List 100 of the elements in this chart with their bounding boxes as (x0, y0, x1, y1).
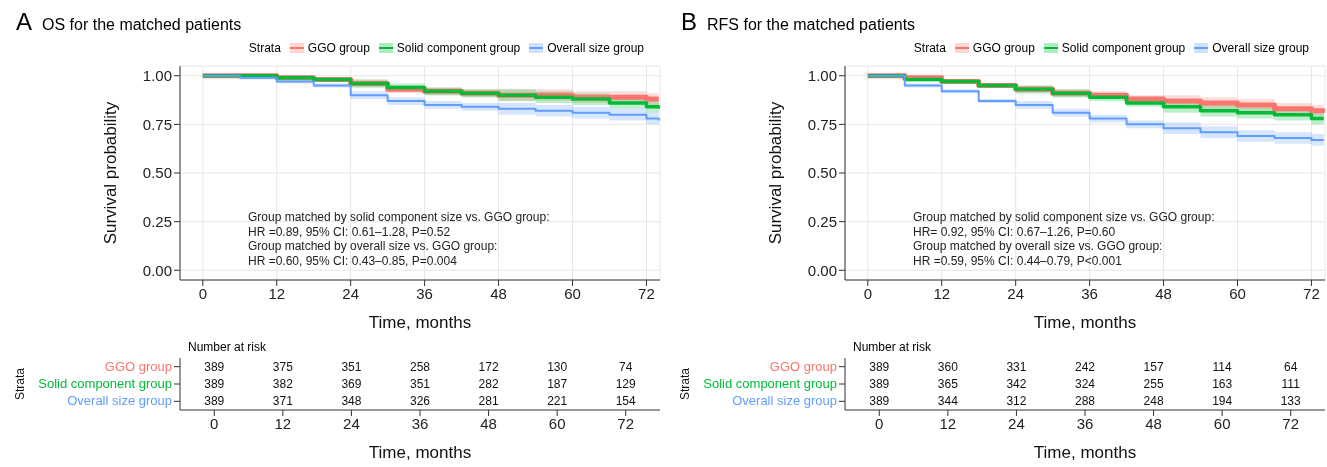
data-label: 74 (619, 359, 633, 374)
annotation: HR =0.60, 95% CI: 0.43–0.85, P=0.004 (248, 253, 458, 268)
annotation: HR =0.59, 95% CI: 0.44–0.79, P<0.001 (913, 253, 1123, 268)
legend-label: Solid component group (395, 41, 521, 55)
annotation: Group matched by overall size vs. GGO group: (248, 239, 499, 254)
x-tick-label: 36 (411, 414, 429, 432)
data-label: 288 (1074, 394, 1096, 409)
y-tick-label: 0.50 (142, 164, 172, 182)
data-label: 348 (341, 394, 362, 409)
y-axis-title: Survival probability (766, 101, 786, 245)
data-label: 365 (937, 377, 959, 391)
y-axis-title: Survival probability (101, 101, 121, 245)
x-axis-title: Time, months (368, 313, 472, 332)
y-axis-title: Strata (13, 367, 28, 401)
chart-title: OS for the matched patients (42, 16, 242, 34)
legend-label: GGO group (971, 41, 1035, 55)
data-label: 389 (204, 394, 225, 409)
data-label: 133 (1280, 394, 1302, 409)
x-tick-label: 60 (1229, 284, 1246, 302)
annotation: Group matched by solid component size vs. GGO group: (913, 210, 1215, 225)
x-tick-label: 36 (1076, 414, 1094, 432)
x-tick-label: 24 (1008, 414, 1025, 432)
legend-title: Strata (248, 41, 281, 55)
data-label: 172 (478, 359, 499, 374)
x-tick-label: 48 (480, 414, 497, 432)
data-label: 331 (1006, 359, 1027, 374)
x-tick-label: 0 (875, 414, 884, 432)
data-label: 382 (272, 377, 294, 391)
data-label: 389 (869, 359, 890, 374)
data-label: 351 (341, 359, 362, 374)
data-label: 360 (937, 359, 959, 374)
data-label: 282 (478, 377, 499, 391)
y-tick-label: 0.25 (142, 212, 172, 230)
data-label: 111 (1281, 377, 1301, 391)
data-label: 64 (1284, 359, 1298, 374)
data-label: 130 (547, 359, 568, 374)
data-label: 351 (409, 377, 431, 391)
y-tick-label: 0.75 (142, 115, 172, 133)
y-tick-label: 1.00 (807, 67, 837, 85)
x-tick-label: 48 (1145, 414, 1162, 432)
data-label: 389 (869, 394, 890, 409)
data-label: 281 (478, 394, 499, 409)
annotation: HR= 0.92, 95% CI: 0.67–1.26, P=0.60 (913, 224, 1117, 239)
data-label: 326 (409, 394, 431, 409)
x-tick-label: 12 (933, 284, 951, 302)
data-label: 187 (547, 377, 568, 391)
y-axis-title: Strata (678, 367, 693, 401)
data-label: 389 (204, 359, 225, 374)
y-tick-label: Solid component group (703, 376, 837, 391)
y-tick-label: Overall size group (732, 393, 837, 409)
x-tick-label: 36 (1081, 284, 1098, 302)
y-tick-label: Overall size group (67, 393, 172, 409)
x-tick-label: 0 (198, 284, 207, 302)
data-label: 114 (1212, 359, 1233, 374)
x-axis-title: Time, months (368, 443, 472, 462)
x-tick-label: 24 (1007, 284, 1025, 302)
y-tick-label: 0.00 (142, 261, 172, 279)
y-tick-label: 0.25 (807, 212, 837, 230)
x-tick-label: 12 (274, 414, 292, 432)
x-axis-title: Time, months (1033, 313, 1137, 332)
legend-label: GGO group (306, 41, 370, 55)
x-tick-label: 60 (1213, 414, 1231, 432)
data-label: 221 (547, 394, 568, 409)
data-label: 258 (409, 359, 431, 374)
legend-label: Overall size group (1211, 41, 1309, 55)
data-label: 312 (1006, 394, 1027, 409)
y-tick-label: Solid component group (38, 376, 172, 391)
data-label: 369 (341, 377, 362, 391)
data-label: 129 (615, 377, 637, 391)
x-tick-label: 24 (343, 414, 360, 432)
x-tick-label: 72 (1303, 284, 1320, 302)
x-tick-label: 36 (416, 284, 433, 302)
data-label: 154 (615, 394, 637, 409)
data-label: 248 (1143, 394, 1164, 409)
data-label: 324 (1074, 377, 1096, 391)
x-tick-label: 60 (564, 284, 581, 302)
x-tick-label: 48 (490, 284, 507, 302)
x-tick-label: 12 (268, 284, 286, 302)
legend-label: Overall size group (546, 41, 644, 55)
data-label: 157 (1143, 359, 1164, 374)
x-tick-label: 0 (210, 414, 219, 432)
annotation: HR =0.89, 95% CI: 0.61–1.28, P=0.52 (248, 224, 452, 239)
text: A (16, 8, 33, 36)
data-label: 375 (272, 359, 294, 374)
y-tick-label: 1.00 (142, 67, 172, 85)
legend-title: Strata (913, 41, 946, 55)
data-label: 371 (272, 394, 294, 409)
legend-label: Solid component group (1060, 41, 1186, 55)
data-label: 389 (204, 377, 225, 391)
y-tick-label: 0.75 (807, 115, 837, 133)
x-tick-label: 72 (638, 284, 655, 302)
x-tick-label: 60 (548, 414, 566, 432)
y-tick-label: 0.00 (807, 261, 837, 279)
data-label: 389 (869, 377, 890, 391)
data-label: 255 (1143, 377, 1164, 391)
chart-title: Number at risk (187, 340, 268, 356)
chart-title: RFS for the matched patients (707, 16, 916, 34)
data-label: 163 (1212, 377, 1233, 391)
chart-title: Number at risk (852, 340, 933, 356)
x-tick-label: 72 (617, 414, 635, 432)
